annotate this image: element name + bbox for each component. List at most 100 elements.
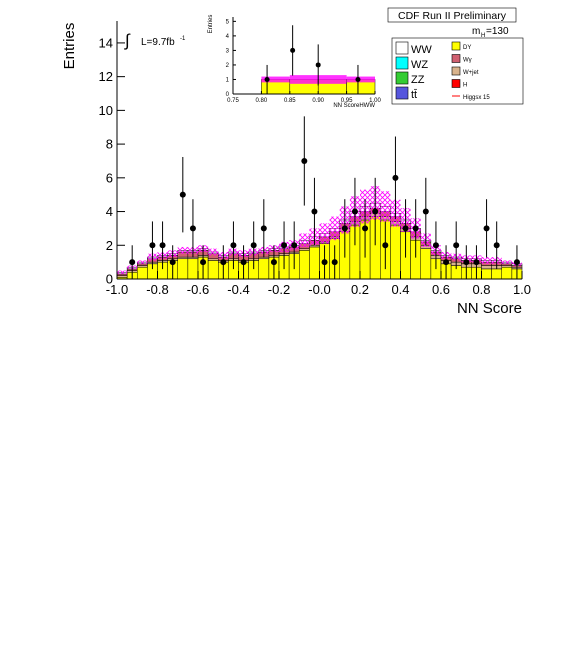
data-point <box>473 259 480 266</box>
data-point <box>351 208 358 215</box>
data-point <box>463 259 470 266</box>
data-point <box>315 62 321 68</box>
data-point <box>422 208 429 215</box>
stack-segment <box>481 268 492 280</box>
legend-swatch <box>395 41 409 55</box>
legend-label: ZZ <box>411 74 425 86</box>
stack-segment <box>309 245 320 248</box>
uncertainty-band <box>501 260 512 264</box>
legend-label: tt̄ <box>411 89 417 101</box>
stack-segment <box>116 275 128 278</box>
stack-segment <box>420 248 432 280</box>
y-tick-label: 5 <box>226 19 230 25</box>
uncertainty-band <box>299 233 310 247</box>
mass-val: =130 <box>486 26 509 37</box>
x-tick-label: -0.0 <box>308 282 330 297</box>
x-tick-label: 1.00 <box>369 98 381 104</box>
lumi: L=9.7fb <box>141 37 175 48</box>
y-tick-label: 10 <box>99 103 113 118</box>
stack-segment <box>177 258 189 280</box>
lumi-exp: -1 <box>180 36 186 42</box>
data-point <box>230 242 237 249</box>
data-point <box>264 76 270 82</box>
y-tick-label: 2 <box>106 238 113 253</box>
stack-segment <box>258 258 270 280</box>
data-point <box>331 259 338 266</box>
data-point <box>189 225 196 232</box>
x-tick-label: -0.6 <box>187 282 209 297</box>
stack-segment <box>501 263 513 266</box>
uncertainty-band <box>319 223 330 244</box>
y-tick-label: 14 <box>99 35 113 50</box>
y-tick-label: 2 <box>226 63 230 69</box>
stack-segment <box>299 248 310 251</box>
inset-band <box>346 76 375 83</box>
data-point <box>382 242 389 249</box>
legend-label: W+jet <box>463 70 479 76</box>
data-point <box>129 259 136 266</box>
stack-segment <box>309 246 320 280</box>
data-point <box>169 259 176 266</box>
data-point <box>159 242 166 249</box>
y-tick-label: 0 <box>226 92 230 98</box>
data-point <box>281 242 288 249</box>
data-point <box>372 208 379 215</box>
stack-segment <box>390 224 401 280</box>
legend-label: WZ <box>411 59 428 71</box>
stack-segment <box>501 265 513 268</box>
x-tick-label: -1.0 <box>106 282 128 297</box>
data-point <box>250 242 257 249</box>
y-tick-label: 3 <box>226 49 230 55</box>
uncertainty-band <box>177 246 188 254</box>
data-point <box>402 225 409 232</box>
y-tick-label: 4 <box>226 34 230 40</box>
x-tick-label: 0.80 <box>256 98 268 104</box>
data-point <box>240 259 247 266</box>
stack-segment <box>501 266 513 280</box>
data-point <box>179 191 186 198</box>
data-point <box>341 225 348 232</box>
inset-band <box>318 75 347 84</box>
stack-segment <box>137 263 148 266</box>
data-point <box>443 259 450 266</box>
legend-swatch <box>395 71 409 85</box>
data-point <box>493 242 500 249</box>
x-tick-label: 0.85 <box>284 98 296 104</box>
data-point <box>355 76 361 82</box>
y-tick-label: 8 <box>106 137 113 152</box>
x-tick-label: 0.4 <box>391 282 409 297</box>
stack-segment <box>299 250 310 280</box>
inset-y-label: Entries <box>208 15 214 34</box>
stack-segment <box>187 258 199 280</box>
inset-band <box>289 75 319 84</box>
x-tick-label: 0.90 <box>312 98 324 104</box>
title-box <box>387 7 517 23</box>
x-tick-label: -0.8 <box>146 282 168 297</box>
y-tick-label: 1 <box>226 78 230 84</box>
x-tick-label: 0.6 <box>432 282 450 297</box>
uncertainty-band <box>329 216 340 241</box>
data-point <box>362 225 369 232</box>
data-point <box>432 242 439 249</box>
x-tick-label: 0.2 <box>351 282 369 297</box>
uncertainty-band <box>137 260 148 264</box>
legend-label: DY <box>463 45 471 51</box>
stack-segment <box>177 256 189 260</box>
stack-segment <box>481 265 492 270</box>
data-point <box>311 208 318 215</box>
legend-label: Wγ <box>463 58 472 64</box>
mass-sub: H <box>481 33 485 39</box>
stack-segment <box>491 268 502 280</box>
y-tick-label: 12 <box>99 69 113 84</box>
legend-label: Higgsx 15 <box>463 95 490 101</box>
data-point <box>149 242 156 249</box>
data-point <box>321 259 328 266</box>
legend-swatch <box>395 56 409 70</box>
data-point <box>513 259 520 266</box>
stack-segment <box>207 258 219 261</box>
data-point <box>200 259 207 266</box>
stack-segment <box>137 266 148 280</box>
integral: ∫ <box>124 31 131 50</box>
data-point <box>392 174 399 181</box>
legend-label: WW <box>411 44 432 56</box>
